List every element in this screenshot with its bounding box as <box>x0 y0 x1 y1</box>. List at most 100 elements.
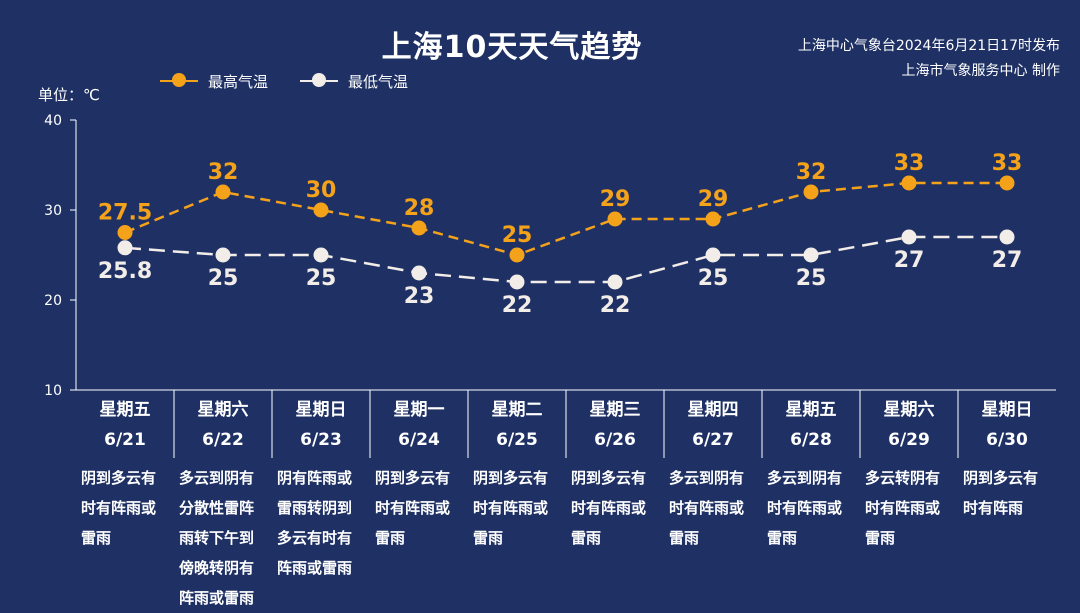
data-label-low: 22 <box>600 293 631 318</box>
data-point-high <box>607 211 623 227</box>
data-point-high <box>117 225 133 240</box>
data-point-high <box>509 247 525 263</box>
weather-description: 多云到阴有 分散性雷阵 雨转下午到 傍晚转阴有 阵雨或雷雨 <box>174 463 272 613</box>
weekday-label: 星期五 <box>99 400 151 420</box>
data-point-low <box>999 229 1015 245</box>
date-label: 6/24 <box>398 430 440 450</box>
data-point-low <box>509 274 525 290</box>
data-label-high: 33 <box>894 151 925 176</box>
legend-item-high: 最高气温 <box>160 71 268 92</box>
date-label: 6/27 <box>692 430 734 450</box>
weather-line: 时有阵雨或 <box>81 499 157 517</box>
weekday-label: 星期日 <box>981 400 1033 420</box>
weather-line: 时有阵雨或 <box>473 499 549 517</box>
weekday-label: 星期六 <box>883 400 935 420</box>
data-label-high: 32 <box>208 160 239 185</box>
data-label-low: 25 <box>208 266 239 291</box>
day-header: 星期六 6/22 <box>174 391 272 459</box>
weather-line: 时有阵雨或 <box>669 499 745 517</box>
data-label-high: 30 <box>306 178 337 203</box>
date-label: 6/23 <box>300 430 342 450</box>
weather-line: 多云到阴有 <box>669 469 745 487</box>
unit-label: 单位：℃ <box>38 86 100 104</box>
data-label-low: 22 <box>502 293 533 318</box>
weather-line: 雨转下午到 <box>179 529 255 547</box>
day-header: 星期五 6/28 <box>762 391 860 459</box>
data-point-low <box>901 229 917 245</box>
weekday-label: 星期四 <box>687 400 739 420</box>
weather-description: 多云到阴有时有阵雨或雷雨 <box>664 463 762 613</box>
weather-description: 阴到多云有 时有阵雨或 雷雨 <box>76 463 174 613</box>
date-label: 6/25 <box>496 430 538 450</box>
data-label-low: 27 <box>894 248 925 273</box>
data-label-low: 25.8 <box>98 259 152 284</box>
data-label-high: 32 <box>796 160 827 185</box>
data-point-low <box>705 247 721 263</box>
date-label: 6/28 <box>790 430 832 450</box>
data-label-high: 28 <box>404 196 435 221</box>
data-label-high: 33 <box>992 151 1023 176</box>
legend: 最高气温 最低气温 <box>160 70 440 92</box>
data-label-low: 25 <box>306 266 337 291</box>
weather-description: 阴到多云有 时有阵雨或 雷雨 <box>370 463 468 613</box>
issuer-line-2: 上海市气象服务中心 制作 <box>901 63 1060 79</box>
day-header: 星期三 6/26 <box>566 391 664 459</box>
day-header: 星期六 6/29 <box>860 391 958 459</box>
weather-line: 阴到多云有 <box>963 469 1039 487</box>
data-point-low <box>803 247 819 263</box>
weather-line: 多云到阴有 <box>179 469 255 487</box>
weather-description: 多云转阴有时有阵雨或雷雨 <box>860 463 958 613</box>
data-label-high: 29 <box>600 187 631 212</box>
weekday-label: 星期六 <box>197 400 249 420</box>
day-header-row: 星期五 6/21 星期六 6/22 星期日 6/23 星期一 6/24 星期二 6/25 星期三 6/… <box>76 391 1056 459</box>
weather-line: 分散性雷阵 <box>179 499 255 517</box>
legend-marker-low <box>300 73 339 87</box>
chart-title: 上海10天天气趋势 <box>381 30 643 65</box>
weekday-label: 星期五 <box>785 400 837 420</box>
day-header: 星期二 6/25 <box>468 391 566 459</box>
weather-line: 雷雨 <box>669 529 700 547</box>
weather-line: 傍晚转阴有 <box>179 559 255 577</box>
legend-marker-high <box>160 73 198 87</box>
weather-line: 多云转阴有 <box>865 469 941 487</box>
data-point-high <box>901 175 917 191</box>
data-point-low <box>313 247 329 263</box>
date-label: 6/30 <box>986 430 1028 450</box>
weather-line: 多云有时有 <box>277 529 353 547</box>
day-header: 星期日 6/23 <box>272 391 370 459</box>
data-label-low: 25 <box>698 266 729 291</box>
weather-description: 阴到多云有 时有阵雨或 雷雨 <box>566 463 664 613</box>
legend-label-low: 最低气温 <box>348 72 409 91</box>
date-label: 6/22 <box>202 430 244 450</box>
weather-description: 阴到多云有 时有阵雨或 雷雨 <box>468 463 566 613</box>
weather-line: 阴到多云有 <box>473 469 549 487</box>
y-tick-label: 10 <box>44 383 62 399</box>
weather-line: 阴到多云有 <box>571 469 647 487</box>
weather-line: 雷雨 <box>767 529 798 547</box>
day-header: 星期一 6/24 <box>370 391 468 459</box>
data-point-low <box>411 265 427 281</box>
data-point-low <box>117 240 133 256</box>
data-point-low <box>215 247 231 263</box>
date-label: 6/26 <box>594 430 636 450</box>
data-label-low: 25 <box>796 266 827 291</box>
legend-label-high: 最高气温 <box>208 72 269 91</box>
weekday-label: 星期一 <box>393 400 445 420</box>
issuer-line-1: 上海中心气象台2024年6月21日17时发布 <box>797 38 1060 54</box>
weekday-label: 星期二 <box>491 400 543 420</box>
weather-line: 雷雨 <box>375 529 406 547</box>
weather-line: 雷雨 <box>865 529 896 547</box>
data-label-low: 27 <box>992 248 1023 273</box>
data-label-high: 29 <box>698 187 729 212</box>
day-header: 星期五 6/21 <box>76 391 174 459</box>
y-tick-label: 20 <box>44 293 62 309</box>
data-point-high <box>215 184 231 200</box>
weather-line: 阵雨或雷雨 <box>277 559 353 577</box>
weather-line: 雷雨 <box>81 529 112 547</box>
date-label: 6/21 <box>104 430 146 450</box>
data-point-high <box>999 175 1015 191</box>
weather-line: 时有阵雨或 <box>865 499 941 517</box>
data-point-high <box>803 184 819 200</box>
weather-line: 时有阵雨或 <box>767 499 843 517</box>
